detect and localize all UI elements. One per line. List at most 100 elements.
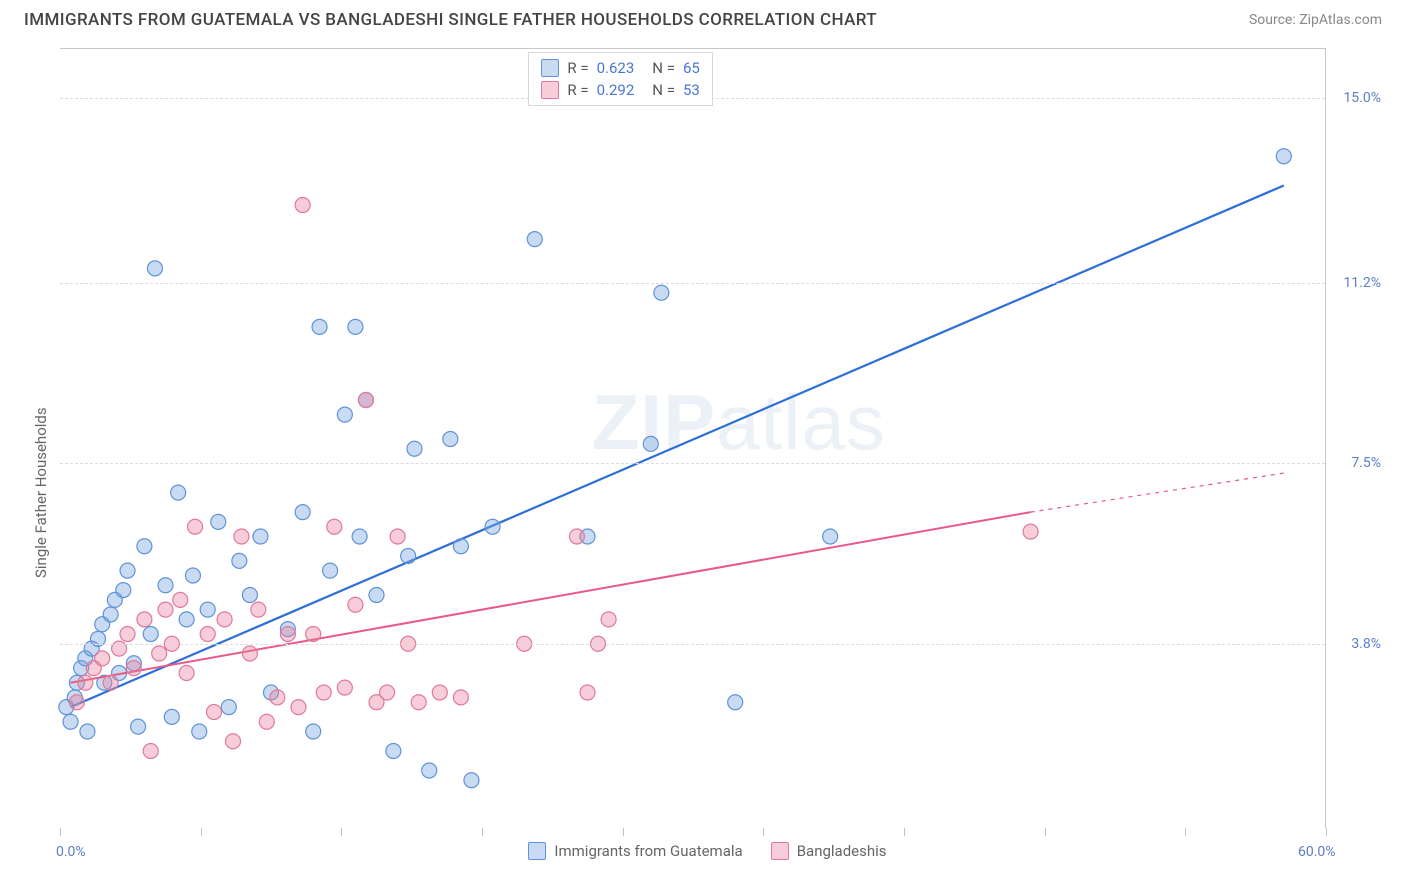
x-tick <box>60 828 61 836</box>
data-point-bangladesh <box>95 651 110 666</box>
x-tick <box>1185 828 1186 836</box>
data-point-guatemala <box>443 432 458 447</box>
data-point-bangladesh <box>179 666 194 681</box>
legend-r-value: 0.623 <box>597 59 635 77</box>
data-point-bangladesh <box>259 714 274 729</box>
y-tick-label: 7.5% <box>1351 455 1381 471</box>
data-point-bangladesh <box>280 627 295 642</box>
legend-n-value: 65 <box>683 59 700 77</box>
legend-swatch-bangladesh <box>771 842 789 860</box>
data-point-guatemala <box>164 709 179 724</box>
legend-item-bangladesh: Bangladeshis <box>771 842 887 860</box>
legend-label: Bangladeshis <box>797 842 887 860</box>
data-point-bangladesh <box>601 612 616 627</box>
data-point-guatemala <box>103 607 118 622</box>
data-point-guatemala <box>158 578 173 593</box>
data-point-bangladesh <box>234 529 249 544</box>
data-point-bangladesh <box>580 685 595 700</box>
legend-item-guatemala: Immigrants from Guatemala <box>528 842 742 860</box>
scatter-plot-svg <box>60 49 1325 828</box>
data-point-guatemala <box>221 700 236 715</box>
trend-line-guatemala <box>71 186 1284 708</box>
data-point-guatemala <box>80 724 95 739</box>
data-point-bangladesh <box>152 646 167 661</box>
data-point-guatemala <box>654 285 669 300</box>
data-point-guatemala <box>147 261 162 276</box>
data-point-bangladesh <box>291 700 306 715</box>
data-point-bangladesh <box>569 529 584 544</box>
gridline <box>60 644 1325 645</box>
data-point-guatemala <box>323 563 338 578</box>
data-point-bangladesh <box>188 519 203 534</box>
x-tick <box>1326 828 1327 836</box>
data-point-guatemala <box>253 529 268 544</box>
data-point-bangladesh <box>316 685 331 700</box>
legend-r-label: R = <box>567 81 588 99</box>
x-axis-max-label: 60.0% <box>1298 844 1336 860</box>
data-point-guatemala <box>179 612 194 627</box>
data-point-guatemala <box>453 539 468 554</box>
data-point-guatemala <box>211 514 226 529</box>
y-axis-label: Single Father Households <box>32 408 50 579</box>
data-point-bangladesh <box>432 685 447 700</box>
data-point-guatemala <box>137 539 152 554</box>
data-point-bangladesh <box>103 675 118 690</box>
legend-swatch-guatemala <box>541 59 559 77</box>
data-point-guatemala <box>200 602 215 617</box>
gridline <box>60 463 1325 464</box>
data-point-bangladesh <box>207 705 222 720</box>
trend-line-bangladesh <box>71 512 1031 683</box>
data-point-bangladesh <box>380 685 395 700</box>
legend-correlation: R =0.623N =65R =0.292N =53 <box>528 52 712 106</box>
legend-swatch-bangladesh <box>541 81 559 99</box>
title-bar: IMMIGRANTS FROM GUATEMALA VS BANGLADESHI… <box>0 0 1406 38</box>
data-point-guatemala <box>348 319 363 334</box>
data-point-guatemala <box>407 441 422 456</box>
data-point-guatemala <box>823 529 838 544</box>
legend-r-label: R = <box>567 59 588 77</box>
data-point-guatemala <box>401 549 416 564</box>
gridline <box>60 283 1325 284</box>
legend-row-bangladesh: R =0.292N =53 <box>541 79 699 101</box>
data-point-guatemala <box>527 232 542 247</box>
x-tick <box>201 828 202 836</box>
data-point-bangladesh <box>78 675 93 690</box>
data-point-guatemala <box>171 485 186 500</box>
data-point-guatemala <box>63 714 78 729</box>
legend-r-value: 0.292 <box>597 81 635 99</box>
data-point-guatemala <box>464 773 479 788</box>
legend-swatch-guatemala <box>528 842 546 860</box>
data-point-bangladesh <box>226 734 241 749</box>
data-point-bangladesh <box>390 529 405 544</box>
data-point-bangladesh <box>295 198 310 213</box>
legend-n-label: N = <box>652 59 675 77</box>
data-point-bangladesh <box>126 661 141 676</box>
data-point-guatemala <box>242 588 257 603</box>
y-tick-label: 15.0% <box>1343 90 1381 106</box>
data-point-guatemala <box>306 724 321 739</box>
legend-series: Immigrants from Guatemala Bangladeshis <box>528 842 886 860</box>
data-point-bangladesh <box>158 602 173 617</box>
trend-line-dashed-bangladesh <box>1031 473 1284 512</box>
data-point-bangladesh <box>120 627 135 642</box>
data-point-bangladesh <box>337 680 352 695</box>
data-point-bangladesh <box>327 519 342 534</box>
data-point-bangladesh <box>1023 524 1038 539</box>
data-point-guatemala <box>337 407 352 422</box>
data-point-bangladesh <box>251 602 266 617</box>
chart-title: IMMIGRANTS FROM GUATEMALA VS BANGLADESHI… <box>24 10 877 30</box>
data-point-guatemala <box>312 319 327 334</box>
x-tick <box>341 828 342 836</box>
data-point-guatemala <box>1276 149 1291 164</box>
legend-n-value: 53 <box>683 81 700 99</box>
data-point-guatemala <box>185 568 200 583</box>
x-tick <box>763 828 764 836</box>
data-point-guatemala <box>369 588 384 603</box>
data-point-bangladesh <box>348 597 363 612</box>
data-point-guatemala <box>386 744 401 759</box>
data-point-bangladesh <box>217 612 232 627</box>
data-point-bangladesh <box>358 393 373 408</box>
data-point-bangladesh <box>200 627 215 642</box>
y-tick-label: 11.2% <box>1343 275 1381 291</box>
data-point-bangladesh <box>242 646 257 661</box>
